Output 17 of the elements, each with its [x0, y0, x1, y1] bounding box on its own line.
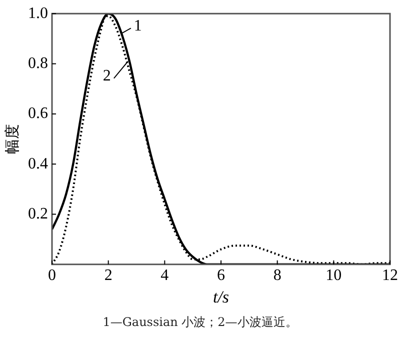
text: 1—Gaussian 小波；2—小波逼近。: [102, 314, 298, 331]
y-tick-label: 0.6: [28, 105, 48, 122]
x-tick-label: 6: [217, 267, 225, 284]
y-tick-label: 0.4: [28, 155, 48, 172]
y-tick-label: 0.8: [28, 54, 48, 72]
x-tick-label: 8: [273, 267, 282, 284]
x-tick-label: 12: [382, 267, 398, 284]
series-label: 2: [102, 68, 111, 85]
y-axis-title: 幅度: [2, 124, 21, 154]
x-axis-title: t/s: [212, 287, 230, 306]
legend-label: 1: [134, 17, 142, 34]
x-tick-label: 4: [160, 267, 169, 284]
x-tick-label: 10: [326, 267, 342, 284]
x-tick-label: 2: [104, 267, 112, 284]
y-tick-label: 1.0: [28, 4, 48, 22]
y-tick-label: 0.2: [28, 205, 48, 222]
x-tick-label: 0: [48, 267, 56, 284]
